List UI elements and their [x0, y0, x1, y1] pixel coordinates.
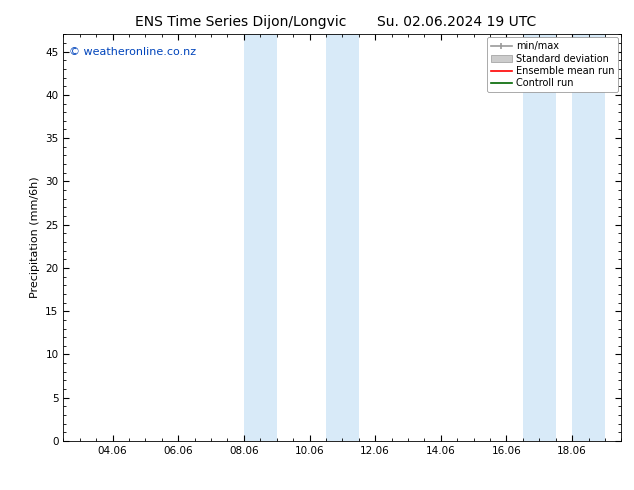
Bar [326, 34, 359, 441]
Bar [244, 34, 276, 441]
Text: ENS Time Series Dijon/Longvic: ENS Time Series Dijon/Longvic [135, 15, 347, 29]
Bar [572, 34, 605, 441]
Bar [523, 34, 555, 441]
Y-axis label: Precipitation (mm/6h): Precipitation (mm/6h) [30, 177, 40, 298]
Text: Su. 02.06.2024 19 UTC: Su. 02.06.2024 19 UTC [377, 15, 536, 29]
Legend: min/max, Standard deviation, Ensemble mean run, Controll run: min/max, Standard deviation, Ensemble me… [487, 37, 618, 92]
Text: © weatheronline.co.nz: © weatheronline.co.nz [69, 47, 196, 56]
